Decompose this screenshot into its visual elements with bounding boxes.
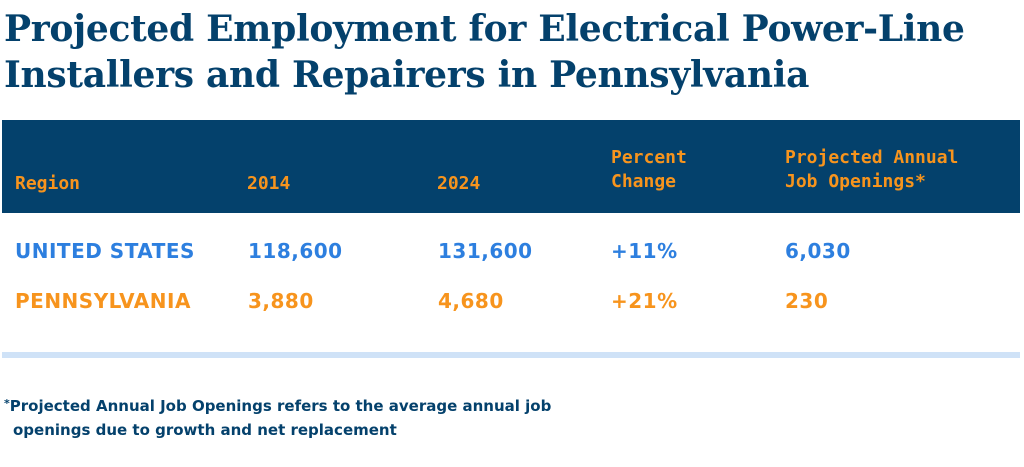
header-percent-line2: Change (611, 171, 677, 192)
table-row-united-states: UNITED STATES 118,600 131,600 +11% 6,030 (0, 236, 1024, 266)
footnote-line-2: openings due to growth and net replaceme… (13, 421, 397, 439)
table-header (2, 120, 1020, 213)
cell-job-openings: 6,030 (785, 239, 851, 263)
cell-2024: 4,680 (438, 289, 504, 313)
cell-2014: 118,600 (248, 239, 343, 263)
cell-percent-change: +11% (611, 239, 678, 263)
cell-2014: 3,880 (248, 289, 314, 313)
table-row-pennsylvania: PENNSYLVANIA 3,880 4,680 +21% 230 (0, 286, 1024, 316)
header-percent-change: Percent Change (611, 146, 687, 194)
table-bottom-divider (2, 352, 1020, 358)
header-job-openings: Projected Annual Job Openings* (785, 146, 958, 194)
title-line-1: Projected Employment for Electrical Powe… (4, 8, 965, 50)
page-title: Projected Employment for Electrical Powe… (4, 6, 965, 98)
header-2014: 2014 (247, 173, 291, 194)
header-percent-line1: Percent (611, 147, 687, 168)
header-openings-line1: Projected Annual (785, 147, 959, 168)
footnote-line-1: Projected Annual Job Openings refers to … (9, 397, 552, 415)
footnote: *Projected Annual Job Openings refers to… (4, 394, 684, 442)
header-region: Region (15, 173, 81, 194)
cell-region: UNITED STATES (15, 239, 195, 263)
title-line-2: Installers and Repairers in Pennsylvania (4, 54, 810, 96)
cell-job-openings: 230 (785, 289, 829, 313)
footnote-asterisk: * (4, 397, 10, 410)
cell-percent-change: +21% (611, 289, 678, 313)
cell-region: PENNSYLVANIA (15, 289, 191, 313)
cell-2024: 131,600 (438, 239, 533, 263)
header-openings-line2: Job Openings* (785, 171, 926, 192)
header-2024: 2024 (437, 173, 481, 194)
